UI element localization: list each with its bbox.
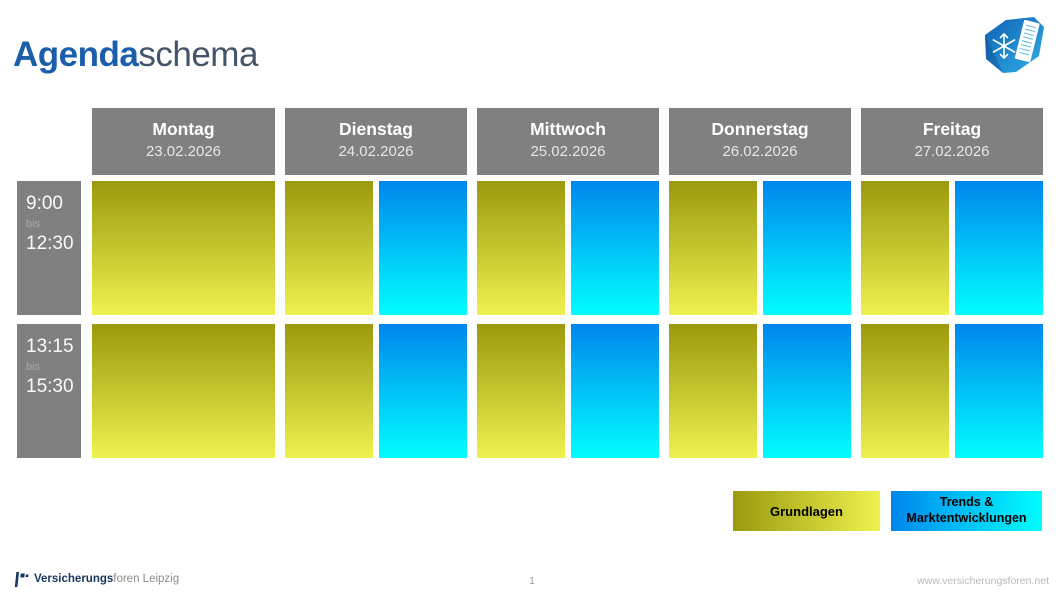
footer-url: www.versicherungsforen.net [917,575,1049,587]
page-number: 1 [529,576,535,587]
day-date: 27.02.2026 [914,143,990,160]
footer-brand: Versicherungsforen Leipzig [14,571,179,588]
day-name: Montag [152,119,215,139]
session-block-grundlagen-mittwoch-am [477,181,565,315]
session-block-trends-freitag-am [955,181,1043,315]
day-name: Donnerstag [711,119,809,139]
time-connector: bis [26,217,41,230]
brand-text: Versicherungsforen Leipzig [34,572,180,586]
session-block-grundlagen-mittwoch-pm [477,324,565,458]
time-connector: bis [26,360,41,373]
crystal-icon [985,17,1044,73]
day-header-dienstag: Dienstag 24.02.2026 [285,108,467,175]
session-block-grundlagen-montag-am [92,181,275,315]
snowflake-icon [992,33,1016,59]
day-name: Mittwoch [530,119,606,139]
time-start: 9:00 [26,193,63,214]
title-accent-text: Agenda [13,35,139,74]
session-block-trends-donnerstag-pm [763,324,851,458]
day-header-mittwoch: Mittwoch 25.02.2026 [477,108,659,175]
legend-grundlagen-label: Grundlagen [770,503,843,519]
session-block-trends-dienstag-am [379,181,467,315]
session-block-grundlagen-donnerstag-am [669,181,757,315]
legend-trends-label: Trends & Marktentwicklungen [906,495,1027,525]
session-block-grundlagen-donnerstag-pm [669,324,757,458]
title-secondary-text: schema [138,35,258,74]
day-date: 25.02.2026 [530,143,606,160]
document-icon [1014,19,1040,63]
session-block-trends-dienstag-pm [379,324,467,458]
session-block-grundlagen-montag-pm [92,324,275,458]
time-start: 13:15 [26,336,74,357]
day-header-freitag: Freitag 27.02.2026 [861,108,1043,175]
session-block-trends-donnerstag-am [763,181,851,315]
day-header-montag: Montag 23.02.2026 [92,108,275,175]
day-header-donnerstag: Donnerstag 26.02.2026 [669,108,851,175]
day-name: Dienstag [339,119,413,139]
session-block-grundlagen-freitag-pm [861,324,949,458]
legend-grundlagen: Grundlagen [733,491,880,531]
day-date: 24.02.2026 [338,143,414,160]
session-block-grundlagen-dienstag-am [285,181,373,315]
session-block-trends-freitag-pm [955,324,1043,458]
legend-trends: Trends & Marktentwicklungen [891,491,1042,531]
page-title: Agendaschema [13,37,258,72]
day-name: Freitag [922,119,982,139]
brand-light: foren Leipzig [113,572,180,585]
brand-bold: Versicherungs [34,572,114,585]
versicherungsforen-flag-icon [14,572,29,587]
time-end: 12:30 [26,232,74,254]
session-block-trends-mittwoch-pm [571,324,659,458]
session-block-grundlagen-dienstag-pm [285,324,373,458]
time-end: 15:30 [26,375,74,397]
time-slot-morning: 9:00 bis 12:30 [17,181,81,315]
session-block-grundlagen-freitag-am [861,181,949,315]
session-block-trends-mittwoch-am [571,181,659,315]
day-date: 23.02.2026 [145,143,222,160]
time-slot-afternoon: 13:15 bis 15:30 [17,324,81,458]
day-date: 26.02.2026 [722,143,798,160]
winter-crystal-logo [978,14,1050,78]
